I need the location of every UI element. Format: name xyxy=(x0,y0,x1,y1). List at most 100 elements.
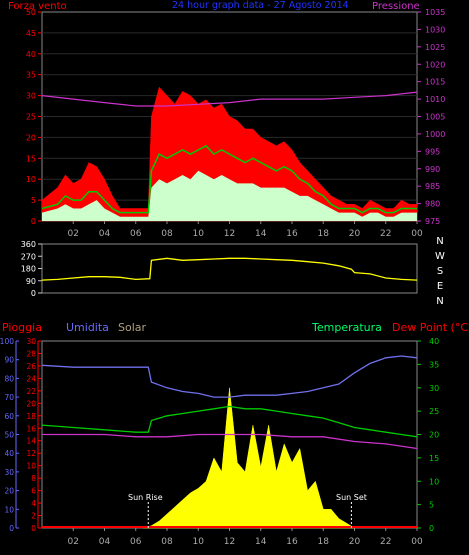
pressure-tick-label: 1010 xyxy=(425,95,445,104)
solar-area xyxy=(143,387,356,529)
direction-tick-label: 90 xyxy=(26,277,36,286)
chart-title: 24 hour graph data - 27 Agosto 2014 xyxy=(172,0,349,11)
rain-tick-label: 6 xyxy=(31,487,36,496)
sunset-label: Sun Set xyxy=(336,493,367,502)
direction-tick-label: 180 xyxy=(21,265,36,274)
wind-tick-label: 10 xyxy=(26,175,36,184)
pressure-tick-label: 975 xyxy=(425,217,440,226)
compass-label: W xyxy=(435,251,445,262)
rain-tick-label: 12 xyxy=(26,449,36,458)
time-tick-label: 14 xyxy=(255,537,267,547)
min-wind-area xyxy=(42,170,417,221)
humidity-line xyxy=(41,355,418,398)
legend-humidity: Umidita xyxy=(66,321,109,334)
pressure-axis-label: Pressione xyxy=(372,1,420,12)
compass-label: N xyxy=(436,236,443,247)
time-tick-label: 08 xyxy=(161,537,173,547)
pressure-tick-label: 985 xyxy=(425,182,440,191)
time-tick-label: 22 xyxy=(380,229,391,239)
humidity-tick-label: 30 xyxy=(4,468,14,477)
rain-tick-label: 26 xyxy=(26,362,36,371)
compass-label: E xyxy=(437,281,443,292)
temp-tick-label: 40 xyxy=(429,337,439,346)
wind-tick-label: 25 xyxy=(26,113,36,122)
pressure-line xyxy=(41,91,418,107)
time-tick-label: 10 xyxy=(193,537,205,547)
time-tick-label: 20 xyxy=(349,229,361,239)
time-tick-label: 02 xyxy=(68,537,79,547)
direction-tick-label: 360 xyxy=(21,240,36,249)
pressure-tick-label: 1035 xyxy=(425,8,445,17)
wind-tick-label: 35 xyxy=(26,71,36,80)
rain-tick-label: 18 xyxy=(26,412,36,421)
temp-tick-label: 15 xyxy=(429,454,439,463)
rain-tick-label: 10 xyxy=(26,462,36,471)
rain-tick-label: 28 xyxy=(26,349,36,358)
humidity-tick-label: 100 xyxy=(0,337,14,346)
time-tick-label: 04 xyxy=(99,537,111,547)
rain-tick-label: 4 xyxy=(31,499,36,508)
direction-line xyxy=(41,257,418,281)
rain-tick-label: 0 xyxy=(31,524,36,533)
legend-dew-point: Dew Point (°C) xyxy=(392,321,469,334)
wind-tick-label: 40 xyxy=(26,50,36,59)
pressure-tick-label: 995 xyxy=(425,147,440,156)
temp-tick-label: 25 xyxy=(429,407,439,416)
compass-label: N xyxy=(436,296,443,307)
humidity-tick-label: 0 xyxy=(9,524,14,533)
labels: Forza vento 24 hour graph data - 27 Agos… xyxy=(2,0,469,502)
time-tick-label: 12 xyxy=(224,229,235,239)
humidity-tick-label: 80 xyxy=(4,374,14,383)
time-tick-label: 08 xyxy=(161,229,173,239)
pressure-tick-label: 1005 xyxy=(425,113,445,122)
time-tick-label: 10 xyxy=(193,229,205,239)
wind-axis-label: Forza vento xyxy=(8,1,67,12)
pressure-tick-label: 980 xyxy=(425,200,440,209)
time-tick-label: 22 xyxy=(380,537,391,547)
time-tick-label: 12 xyxy=(224,537,235,547)
wind-tick-label: 45 xyxy=(26,29,36,38)
time-tick-label: 02 xyxy=(68,229,79,239)
direction-tick-label: 0 xyxy=(31,289,36,298)
legend-solar: Solar xyxy=(118,321,147,334)
humidity-tick-label: 20 xyxy=(4,487,14,496)
humidity-tick-label: 40 xyxy=(4,449,14,458)
rain-tick-label: 16 xyxy=(26,424,36,433)
wind-tick-label: 5 xyxy=(31,196,36,205)
temperature-line xyxy=(41,405,418,438)
dew-point-line xyxy=(42,433,418,450)
wind-panel: 0510152025303540455097598098599099510001… xyxy=(26,8,446,239)
temp-tick-label: 30 xyxy=(429,384,439,393)
pressure-tick-label: 1020 xyxy=(425,60,445,69)
pressure-tick-label: 990 xyxy=(425,165,440,174)
rain-tick-label: 14 xyxy=(26,437,36,446)
time-tick-label: 06 xyxy=(130,537,142,547)
rain-tick-label: 22 xyxy=(26,387,36,396)
humidity-tick-label: 60 xyxy=(4,412,14,421)
legend-rain: Pioggia xyxy=(2,321,42,334)
time-tick-label: 16 xyxy=(286,229,298,239)
wind-tick-label: 50 xyxy=(26,8,36,17)
time-tick-label: 04 xyxy=(99,229,111,239)
rain-tick-label: 20 xyxy=(26,399,36,408)
rain-tick-label: 2 xyxy=(31,512,36,521)
wind-tick-label: 20 xyxy=(26,133,36,142)
time-tick-label: 20 xyxy=(349,537,361,547)
weather-panel: 0102030405060708090100024681012141618202… xyxy=(0,337,439,547)
time-tick-label: 18 xyxy=(318,537,330,547)
temp-tick-label: 35 xyxy=(429,360,439,369)
wind-tick-label: 0 xyxy=(31,217,36,226)
temp-tick-label: 10 xyxy=(429,477,439,486)
time-tick-label: 18 xyxy=(318,229,330,239)
time-tick-label: 06 xyxy=(130,229,142,239)
humidity-tick-label: 50 xyxy=(4,431,14,440)
pressure-tick-label: 1025 xyxy=(425,43,445,52)
direction-tick-label: 270 xyxy=(21,252,36,261)
time-tick-label: 14 xyxy=(255,229,267,239)
avg-wind-line xyxy=(41,144,417,214)
legend-temperature: Temperatura xyxy=(311,321,382,334)
time-tick-label: 00 xyxy=(411,229,423,239)
pressure-tick-label: 1000 xyxy=(425,130,445,139)
